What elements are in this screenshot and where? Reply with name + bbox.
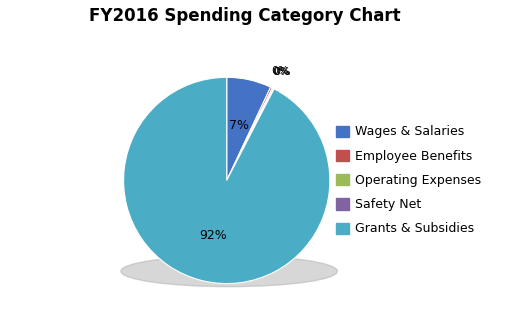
Text: 0%: 0%	[274, 67, 291, 77]
Legend: Wages & Salaries, Employee Benefits, Operating Expenses, Safety Net, Grants & Su: Wages & Salaries, Employee Benefits, Ope…	[331, 121, 486, 240]
Text: 92%: 92%	[200, 229, 227, 242]
Text: 7%: 7%	[229, 119, 249, 132]
Title: FY2016 Spending Category Chart: FY2016 Spending Category Chart	[89, 7, 401, 25]
Wedge shape	[227, 89, 274, 180]
Ellipse shape	[121, 256, 337, 287]
Wedge shape	[227, 77, 270, 180]
Wedge shape	[227, 87, 272, 180]
Text: 0%: 0%	[272, 67, 290, 77]
Wedge shape	[124, 77, 330, 284]
Wedge shape	[227, 88, 274, 180]
Text: 0%: 0%	[271, 66, 289, 76]
